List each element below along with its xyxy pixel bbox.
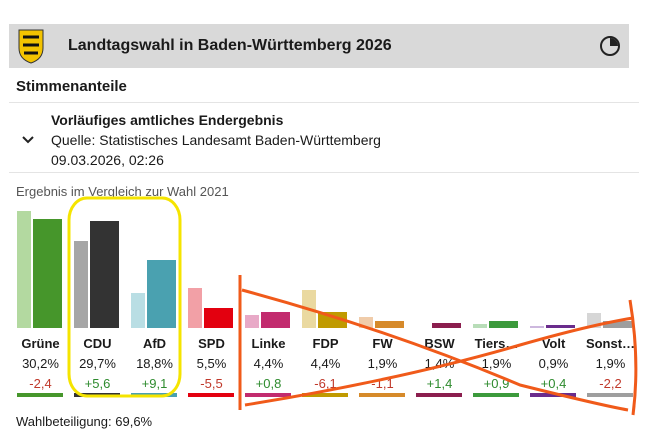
bar-2026: [33, 219, 62, 328]
vote-share-label: 18,8%: [136, 356, 173, 371]
bar-2026: [489, 321, 518, 328]
vote-change-label: -2,4: [29, 376, 52, 391]
vote-share-label: 5,5%: [196, 356, 227, 371]
party-color-line: [245, 393, 291, 397]
party-column: Tiers… 1,9% +0,9: [470, 200, 523, 412]
party-color-line: [587, 393, 633, 397]
bar-2021: [131, 293, 145, 328]
vote-change-label: +5,6: [84, 376, 111, 391]
result-status: Vorläufiges amtliches Endergebnis: [51, 112, 284, 128]
vote-change-label: +9,1: [141, 376, 168, 391]
party-column: SPD 5,5% -5,5: [185, 200, 238, 412]
header-bar: Landtagswahl in Baden-Württemberg 2026: [9, 24, 629, 68]
bar-2021: [359, 317, 373, 328]
vote-change-label: -1,1: [371, 376, 394, 391]
party-column: FDP 4,4% -6,1: [299, 200, 352, 412]
vote-share-label: 1,4%: [424, 356, 455, 371]
vote-change-label: +0,4: [540, 376, 567, 391]
vote-share-label: 4,4%: [310, 356, 341, 371]
bar-2021: [74, 241, 88, 328]
divider: [9, 102, 639, 103]
vote-change-label: -2,2: [599, 376, 622, 391]
vote-change-label: -5,5: [200, 376, 223, 391]
bar-2026: [318, 312, 347, 328]
party-name: Sonst…: [585, 336, 636, 351]
bar-2021: [17, 210, 31, 328]
party-name: SPD: [198, 336, 225, 351]
party-column: Grüne 30,2% -2,4: [14, 200, 67, 412]
vote-change-label: +0,8: [255, 376, 282, 391]
vote-share-label: 0,9%: [538, 356, 569, 371]
party-color-line: [416, 393, 462, 397]
vote-change-label: +1,4: [426, 376, 453, 391]
bar-2026: [546, 324, 575, 328]
refresh-timer-icon[interactable]: [599, 35, 621, 57]
divider: [9, 172, 639, 173]
party-column: CDU 29,7% +5,6: [71, 200, 124, 412]
bar-2021: [587, 313, 601, 328]
vote-share-label: 30,2%: [22, 356, 59, 371]
vote-share-label: 4,4%: [253, 356, 284, 371]
bar-2021: [302, 290, 316, 328]
coat-of-arms-icon: [18, 29, 44, 64]
bar-2021: [188, 288, 202, 328]
vote-share-label: 1,9%: [367, 356, 398, 371]
party-color-line: [17, 393, 63, 397]
bar-2026: [432, 322, 461, 328]
chart-caption: Ergebnis im Vergleich zur Wahl 2021: [16, 184, 229, 199]
party-color-line: [473, 393, 519, 397]
bar-2026: [375, 321, 404, 328]
party-name: FDP: [312, 336, 339, 351]
bar-2026: [147, 260, 176, 328]
vote-share-label: 1,9%: [481, 356, 512, 371]
party-column: Linke 4,4% +0,8: [242, 200, 295, 412]
vote-change-label: +0,9: [483, 376, 510, 391]
vote-change-label: -6,1: [314, 376, 337, 391]
party-color-line: [188, 393, 234, 397]
party-name: CDU: [83, 336, 112, 351]
vote-share-label: 29,7%: [79, 356, 116, 371]
chevron-down-icon[interactable]: [20, 134, 36, 146]
party-name: Linke: [251, 336, 286, 351]
result-info: Vorläufiges amtliches Endergebnis Quelle…: [51, 110, 381, 170]
party-color-line: [530, 393, 576, 397]
bar-2026: [603, 321, 632, 328]
bar-2021: [473, 324, 487, 328]
bar-2026: [90, 221, 119, 328]
bar-2026: [261, 312, 290, 328]
party-column: Sonst… 1,9% -2,2: [584, 200, 637, 412]
bar-2021: [245, 315, 259, 328]
party-column: Volt 0,9% +0,4: [527, 200, 580, 412]
party-name: Volt: [541, 336, 566, 351]
party-color-line: [131, 393, 177, 397]
party-name: Grüne: [21, 336, 60, 351]
result-timestamp: 09.03.2026, 02:26: [51, 152, 164, 168]
party-column: AfD 18,8% +9,1: [128, 200, 181, 412]
party-name: Tiers…: [474, 336, 519, 351]
party-column: BSW 1,4% +1,4: [413, 200, 466, 412]
party-color-line: [74, 393, 120, 397]
result-source: Quelle: Statistisches Landesamt Baden-Wü…: [51, 132, 381, 148]
party-color-line: [302, 393, 348, 397]
bar-2026: [204, 308, 233, 328]
party-name: BSW: [424, 336, 455, 351]
party-color-line: [359, 393, 405, 397]
party-column: FW 1,9% -1,1: [356, 200, 409, 412]
bar-2021: [530, 326, 544, 328]
vote-share-label: 1,9%: [595, 356, 626, 371]
party-name: FW: [372, 336, 393, 351]
page-title: Landtagswahl in Baden-Württemberg 2026: [68, 37, 392, 54]
section-title: Stimmenanteile: [16, 78, 127, 95]
party-name: AfD: [142, 336, 167, 351]
turnout-label: Wahlbeteiligung: 69,6%: [16, 414, 153, 429]
